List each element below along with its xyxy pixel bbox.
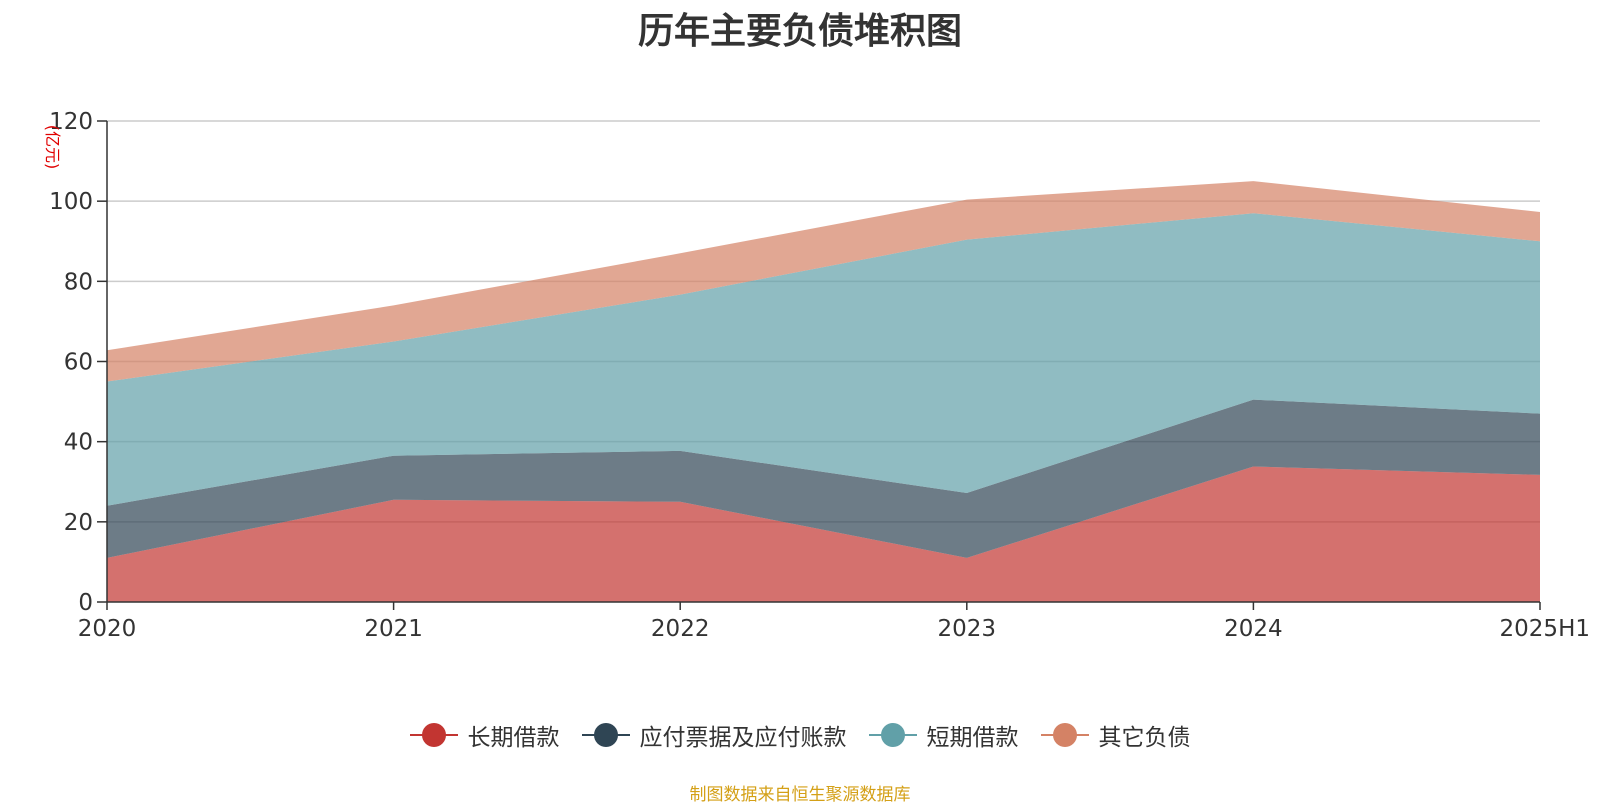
y-axis-label: (亿元) (43, 125, 62, 170)
y-tick-label: 120 (49, 109, 93, 135)
legend: 长期借款 应付票据及应付账款 短期借款 其它负债 (0, 718, 1600, 752)
x-tick-label: 2024 (1224, 616, 1283, 642)
area-series-2 (107, 399, 1540, 558)
x-tick-label: 2023 (938, 616, 997, 642)
source-note: 制图数据来自恒生聚源数据库 (689, 785, 911, 805)
x-tick-label: 2021 (364, 616, 423, 642)
chart-title: 历年主要负债堆积图 (637, 11, 962, 52)
legend-label: 应付票据及应付账款 (639, 725, 847, 751)
legend-item-4[interactable]: 其它负债 (1040, 718, 1191, 752)
area-series-4 (107, 181, 1540, 382)
area-series-1 (107, 466, 1540, 602)
legend-label: 短期借款 (926, 725, 1019, 751)
x-tick-label: 2025H1 (1500, 616, 1590, 642)
area-series-3 (107, 213, 1540, 506)
y-tick-label: 0 (78, 590, 93, 616)
legend-item-3[interactable]: 短期借款 (868, 718, 1019, 752)
legend-item-1[interactable]: 长期借款 (409, 718, 560, 752)
x-tick-label: 2022 (651, 616, 710, 642)
legend-swatch-icon (409, 723, 458, 747)
legend-swatch-icon (1040, 723, 1089, 747)
legend-swatch-icon (868, 723, 917, 747)
stacked-areas (107, 181, 1540, 602)
x-tick-label: 2020 (78, 616, 137, 642)
y-tick-label: 40 (64, 430, 93, 456)
y-tick-label: 100 (49, 189, 93, 215)
legend-label: 其它负债 (1098, 725, 1191, 751)
y-tick-label: 20 (64, 510, 93, 536)
y-tick-label: 80 (64, 269, 93, 295)
y-tick-label: 60 (64, 350, 93, 376)
legend-item-2[interactable]: 应付票据及应付账款 (581, 718, 847, 752)
legend-swatch-icon (581, 723, 630, 747)
legend-label: 长期借款 (467, 725, 560, 751)
axes: 0 20 40 60 80 100 120 2020 2021 2022 2023 2024 2025H… (49, 109, 1590, 642)
